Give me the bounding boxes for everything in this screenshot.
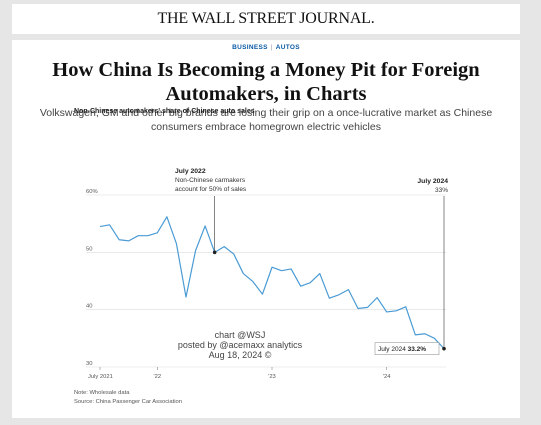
end-label-box	[374, 342, 440, 355]
dek-line-1: Volkswagen, GM and other big brands are …	[39, 107, 493, 119]
wsj-logo[interactable]: THE WALL STREET JOURNAL.	[157, 10, 375, 27]
annotation-text: 33%	[435, 187, 448, 194]
breadcrumb: BUSINESS | AUTOS	[12, 44, 520, 51]
x-tick-label: '24	[383, 374, 391, 380]
annotation-dot	[442, 346, 446, 351]
watermark-line-1: chart @WSJ	[214, 330, 266, 340]
y-tick-label: 60%	[86, 189, 98, 195]
headline-line-1: How China Is Becoming a Money Pit for Fo…	[52, 59, 480, 81]
article-card: BUSINESS | AUTOS How China Is Becoming a M…	[12, 40, 520, 418]
watermark-line-2: posted by @acemaxx analytics	[177, 340, 303, 350]
series-line	[99, 216, 445, 350]
masthead: THE WALL STREET JOURNAL.	[12, 4, 520, 34]
annotation-text: Non-Chinese carmakers	[175, 177, 246, 184]
watermark-line-3: Aug 18, 2024 ©	[208, 350, 272, 360]
article-dek: Volkswagen, GM and other big brands are …	[32, 106, 500, 134]
annotation-text: account for 50% of sales	[175, 186, 247, 193]
chart-source: Source: China Passenger Car Association	[74, 399, 182, 405]
headline-line-2: Automakers, in Charts	[165, 83, 367, 105]
x-tick-label: July 2021	[88, 374, 113, 380]
y-tick-label: 40	[86, 304, 92, 310]
watermark: chart @WSJ posted by @acemaxx analytics …	[160, 330, 320, 360]
end-label-value: 33.2%	[408, 346, 427, 353]
y-tick-label: 50	[86, 246, 92, 252]
dek-line-2: consumers embrace homegrown electric veh…	[151, 121, 381, 133]
y-tick-label: 30	[86, 361, 92, 367]
article-headline: How China Is Becoming a Money Pit for Fo…	[32, 58, 500, 106]
x-tick-label: '22	[154, 374, 162, 380]
annotation-dot	[212, 250, 217, 255]
section-link[interactable]: BUSINESS	[232, 44, 268, 51]
x-tick-label: '23	[268, 374, 276, 380]
subsection-link[interactable]: AUTOS	[275, 44, 300, 51]
chart-title: Non-Chinese automakers' share of Chinese…	[74, 108, 255, 115]
annotation-title: July 2022	[175, 168, 206, 175]
end-label-date: July 2024	[378, 346, 408, 353]
breadcrumb-separator: |	[270, 44, 273, 51]
annotation-title: July 2024	[417, 178, 448, 185]
end-label: July 2024 33.2%	[378, 346, 426, 353]
chart-note: Note: Wholesale data	[74, 390, 130, 396]
